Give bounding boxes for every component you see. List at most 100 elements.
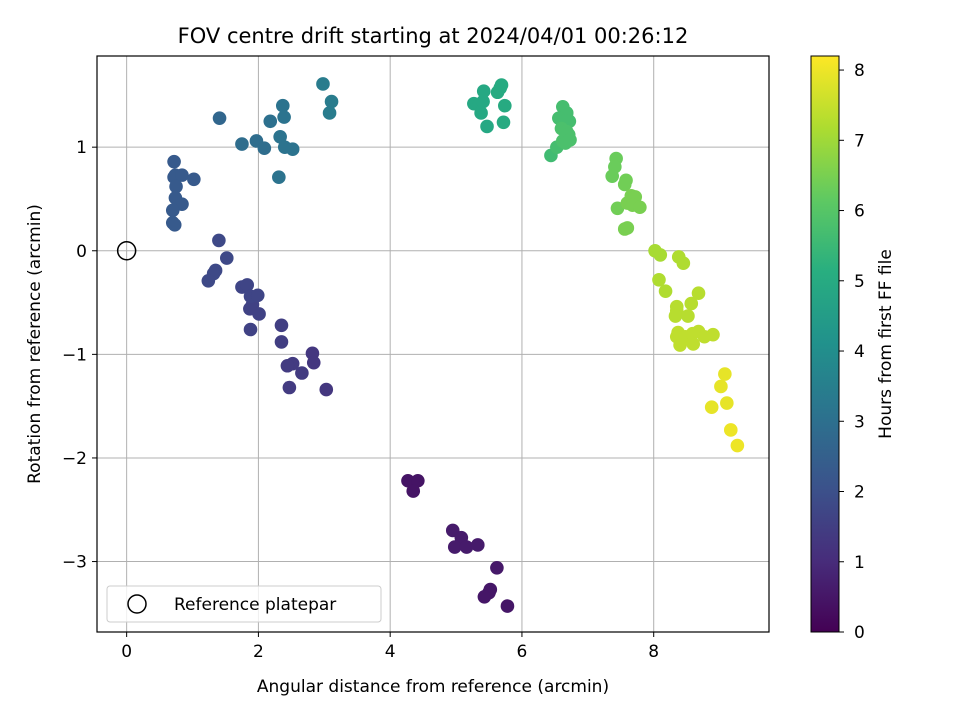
data-point (212, 111, 227, 125)
data-point (167, 154, 181, 169)
data-point (316, 77, 330, 91)
colorbar-tick-label: 1 (854, 553, 865, 573)
x-tick-label: 8 (648, 642, 659, 662)
x-tick-label: 4 (385, 642, 396, 662)
y-axis-label: Rotation from reference (arcmin) (25, 204, 45, 484)
colorbar (810, 55, 840, 633)
data-point (653, 248, 668, 262)
data-point (686, 337, 701, 351)
legend-box (106, 585, 382, 623)
colorbar-tick-label: 6 (854, 202, 865, 222)
data-point (167, 218, 182, 232)
y-tick-label: −1 (62, 345, 87, 365)
data-point (605, 169, 619, 183)
legend-marker (127, 594, 147, 614)
data-point (476, 84, 491, 99)
data-point (401, 473, 415, 488)
data-point (620, 221, 635, 235)
data-point (187, 172, 201, 187)
data-point (459, 540, 474, 554)
data-point (474, 106, 488, 120)
data-point (490, 560, 504, 575)
data-point (235, 137, 249, 151)
data-point (704, 400, 719, 414)
chart-title: FOV centre drift starting at 2024/04/01 … (178, 24, 689, 48)
data-point (720, 396, 734, 410)
data-point (494, 78, 509, 92)
data-point (212, 233, 226, 248)
data-point (324, 94, 339, 109)
data-point (273, 130, 287, 144)
data-point (295, 366, 309, 380)
x-tick-label: 0 (121, 642, 132, 662)
data-point (274, 335, 289, 349)
x-tick-label: 6 (517, 642, 528, 662)
legend: Reference platepar (106, 585, 382, 623)
data-point (285, 142, 300, 157)
data-point (617, 177, 632, 192)
data-point (406, 484, 421, 498)
data-point (201, 274, 216, 288)
colorbar-label: Hours from first FF file (876, 249, 896, 439)
data-point (691, 286, 706, 301)
data-point (652, 272, 666, 287)
data-point (280, 358, 295, 373)
y-tick-label: −2 (62, 449, 87, 469)
data-point (730, 438, 745, 453)
x-tick-label: 2 (253, 642, 264, 662)
data-points (165, 77, 745, 613)
data-point (718, 367, 732, 381)
y-tick-label: 1 (76, 138, 87, 158)
data-point (306, 355, 321, 370)
legend-label: Reference platepar (174, 595, 336, 615)
data-point (274, 318, 289, 333)
data-point (477, 589, 492, 604)
data-point (250, 288, 265, 303)
data-point (496, 115, 511, 130)
data-point (706, 327, 720, 342)
colorbar-tick-label: 3 (854, 412, 865, 432)
data-point (658, 284, 673, 298)
x-axis-ticks: 0 2 4 6 8 (121, 632, 659, 662)
data-point (240, 278, 255, 292)
data-point (500, 599, 515, 613)
colorbar-tick-label: 4 (854, 342, 865, 362)
data-point (282, 380, 297, 395)
plot-frame (96, 55, 770, 633)
y-axis-ticks: −3 −2 −1 0 1 (62, 138, 97, 573)
data-point (498, 98, 512, 113)
x-axis-label: Angular distance from reference (arcmin) (257, 677, 609, 697)
data-point (476, 94, 490, 109)
y-tick-label: 0 (76, 242, 87, 262)
data-point (673, 338, 687, 352)
data-point (175, 168, 189, 182)
data-point (219, 251, 234, 265)
data-point (319, 382, 334, 397)
data-point (272, 170, 286, 185)
data-point (243, 322, 258, 337)
colorbar-tick-label: 5 (854, 272, 865, 292)
data-point (165, 203, 180, 218)
data-point (684, 296, 699, 311)
colorbar-ticks: 0 1 2 3 4 5 6 7 8 (839, 61, 865, 643)
data-point (263, 114, 278, 129)
data-point (275, 98, 290, 113)
data-point (676, 256, 691, 270)
data-point (169, 179, 183, 194)
data-point (322, 106, 337, 120)
colorbar-tick-label: 7 (854, 131, 865, 151)
data-point (277, 110, 291, 124)
data-point (411, 473, 425, 488)
data-point (723, 423, 738, 437)
colorbar-tick-label: 0 (854, 623, 865, 643)
colorbar-tick-label: 2 (854, 483, 865, 503)
data-point (681, 309, 695, 323)
data-point (252, 307, 266, 321)
data-point (633, 200, 647, 215)
data-point (257, 141, 272, 156)
y-tick-label: −3 (62, 553, 87, 573)
data-point (480, 119, 494, 134)
data-point (447, 540, 462, 554)
data-point (471, 538, 485, 552)
